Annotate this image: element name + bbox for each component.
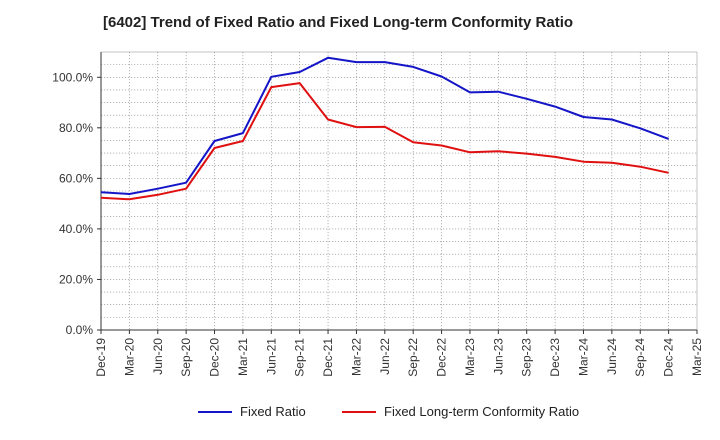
x-tick-label: Jun-23 (491, 338, 505, 375)
y-tick-label: 60.0% (59, 171, 93, 185)
legend-item-fixed-ratio: Fixed Ratio (198, 404, 306, 419)
legend: Fixed Ratio Fixed Long-term Conformity R… (0, 404, 720, 428)
grid-lines (101, 52, 697, 330)
y-axis-ticks: 0.0% 20.0% 40.0% 60.0% 80.0% 100.0% (52, 70, 101, 337)
y-tick-label: 20.0% (59, 272, 93, 286)
x-tick-label: Sep-23 (520, 338, 534, 377)
x-tick-label: Sep-21 (293, 338, 307, 377)
legend-label-fixed-ratio: Fixed Ratio (240, 404, 306, 419)
x-tick-label: Jun-24 (605, 338, 619, 375)
y-tick-label: 100.0% (52, 70, 93, 84)
legend-label-fixed-long-term-conformity-ratio: Fixed Long-term Conformity Ratio (384, 404, 580, 419)
series-line-0 (100, 56, 669, 195)
x-tick-label: Dec-24 (662, 338, 676, 377)
x-tick-label: Sep-24 (633, 338, 647, 377)
x-tick-label: Mar-23 (463, 338, 477, 376)
legend-item-fixed-long-term-conformity-ratio: Fixed Long-term Conformity Ratio (342, 404, 579, 419)
x-tick-label: Mar-22 (349, 338, 363, 376)
x-tick-label: Sep-22 (406, 338, 420, 377)
x-tick-label: Dec-23 (548, 338, 562, 377)
x-tick-label: Mar-21 (236, 338, 250, 376)
x-tick-label: Dec-22 (435, 338, 449, 377)
x-tick-label: Mar-24 (576, 338, 590, 376)
x-tick-label: Sep-20 (179, 338, 193, 377)
x-tick-label: Dec-21 (321, 338, 335, 377)
x-tick-label: Dec-20 (208, 338, 222, 377)
series-line-1 (100, 82, 669, 201)
y-tick-label: 40.0% (59, 222, 93, 236)
x-tick-label: Jun-21 (264, 338, 278, 375)
legend-swatch-fixed-ratio (198, 410, 232, 413)
chart-title: [6402] Trend of Fixed Ratio and Fixed Lo… (103, 14, 574, 31)
series-lines (100, 56, 669, 201)
x-tick-label: Jun-20 (151, 338, 165, 375)
y-tick-label: 80.0% (59, 121, 93, 135)
x-tick-label: Dec-19 (94, 338, 108, 377)
y-tick-label: 0.0% (66, 323, 94, 337)
x-axis-ticks: Dec-19 Mar-20 Jun-20 Sep-20 Dec-20 Mar-21 Jun-… (94, 330, 704, 377)
x-tick-label: Jun-22 (378, 338, 392, 375)
x-tick-label: Mar-25 (690, 338, 704, 376)
legend-swatch-fixed-long-term-conformity-ratio (342, 410, 376, 413)
x-tick-label: Mar-20 (122, 338, 136, 376)
